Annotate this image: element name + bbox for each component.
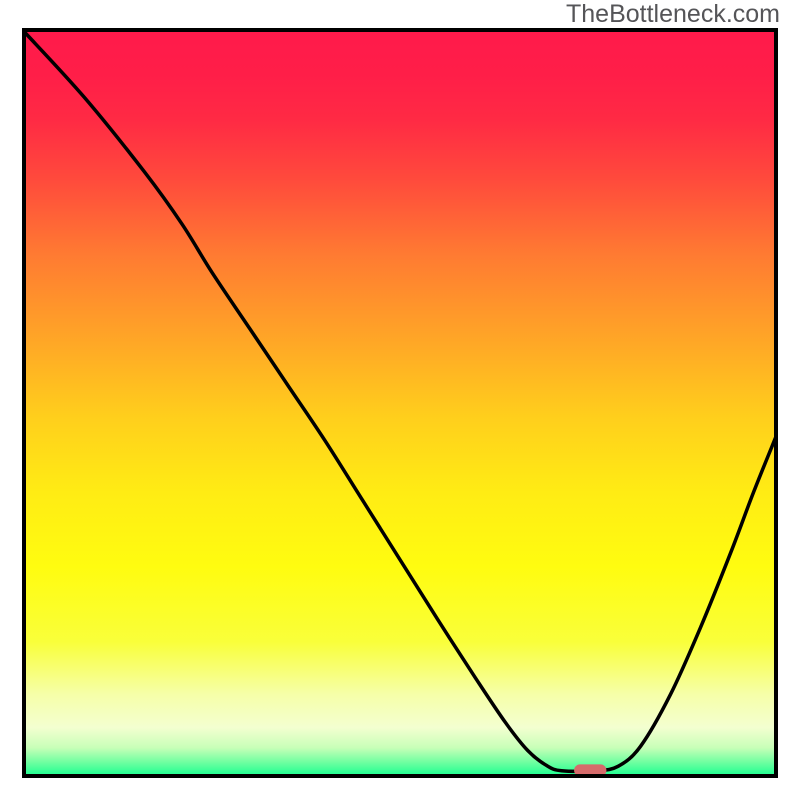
watermark-text: TheBottleneck.com bbox=[566, 0, 780, 29]
gradient-background bbox=[24, 30, 776, 776]
chart-stage: TheBottleneck.com bbox=[0, 0, 800, 800]
chart-svg bbox=[0, 0, 800, 800]
